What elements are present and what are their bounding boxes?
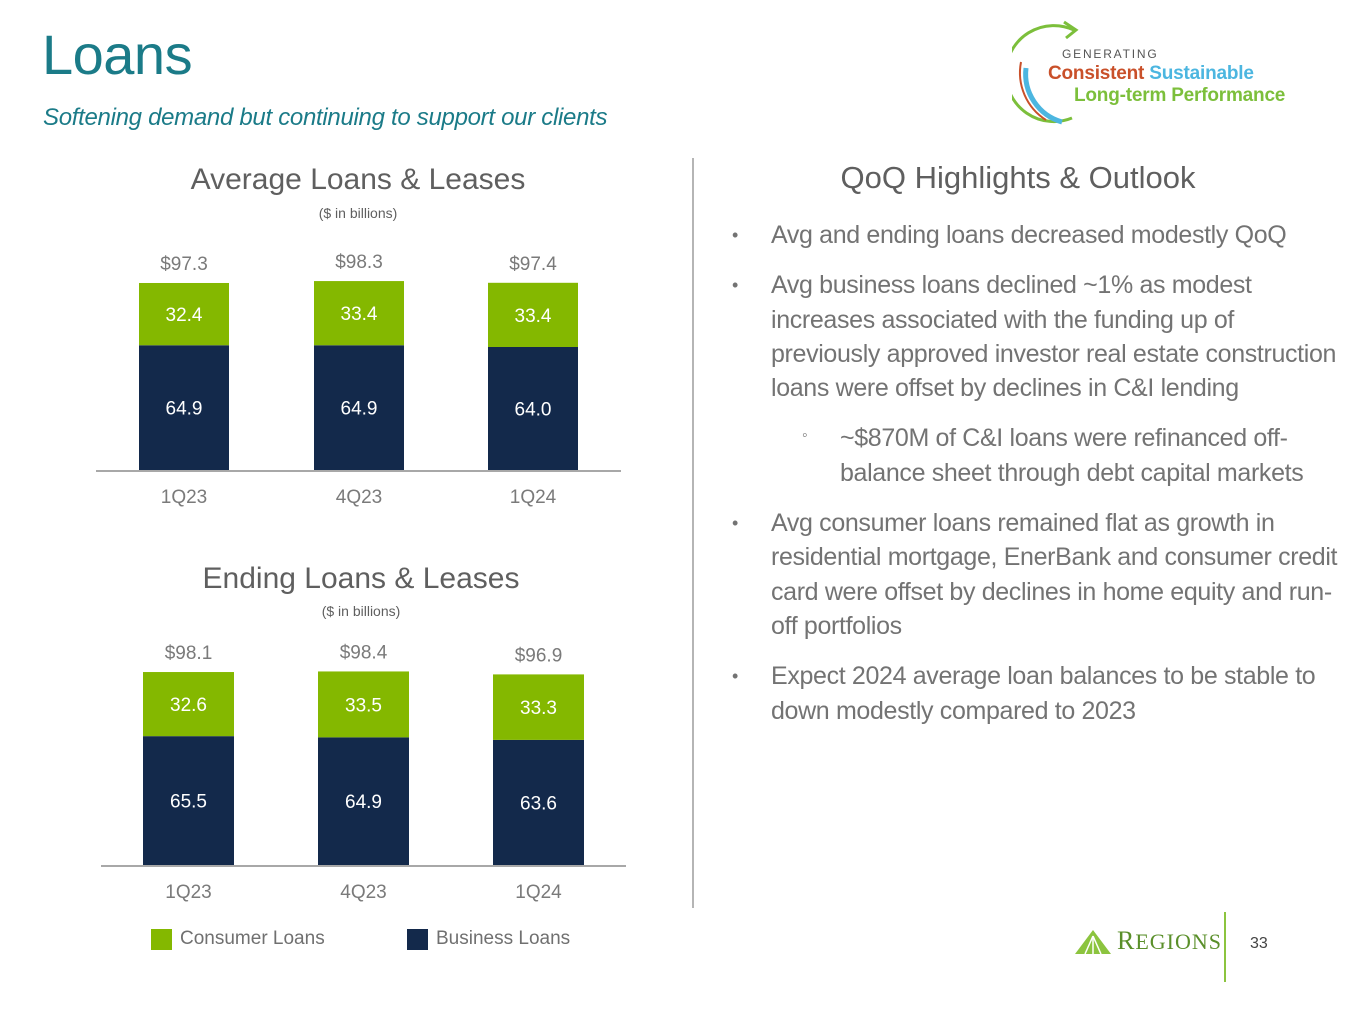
bar-value-label: 33.4 — [515, 306, 552, 327]
highlight-item: • Expect 2024 average loan balances to b… — [730, 659, 1340, 728]
bar-segment-consumer-loans — [143, 672, 234, 737]
generating-performance-logo: GENERATING Consistent Sustainable Long-t… — [1012, 18, 1332, 128]
regions-pyramid-icon — [1075, 930, 1111, 954]
logo-line-2: Consistent Sustainable — [1048, 63, 1254, 85]
regions-logo: REGIONS — [1075, 926, 1222, 956]
bar-value-label: 63.6 — [520, 793, 557, 814]
legend-consumer-loans: Consumer Loans — [151, 928, 325, 950]
bar-total-label: $98.3 — [335, 252, 383, 273]
chart-subtitle: ($ in billions) — [322, 603, 401, 619]
highlight-text: ~$870M of C&I loans were refinanced off-… — [840, 424, 1304, 487]
bar-value-label: 64.9 — [345, 792, 382, 813]
bar-segment-business-loans — [143, 736, 234, 865]
legend-business-loans: Business Loans — [407, 928, 570, 950]
bar-total-label: $97.3 — [160, 254, 208, 275]
bullet-icon: • — [732, 666, 738, 687]
bar-value-label: 32.4 — [166, 305, 203, 326]
x-tick-label: 1Q24 — [510, 487, 557, 508]
chart-title: Average Loans & Leases — [191, 163, 526, 196]
logo-consistent-text: Consistent — [1048, 63, 1145, 84]
legend-swatch-consumer — [151, 928, 172, 950]
regions-wordmark: REGIONS — [1117, 926, 1223, 955]
bar-segment-consumer-loans — [488, 282, 578, 347]
bar-segment-consumer-loans — [139, 282, 229, 346]
vertical-divider — [692, 158, 694, 908]
highlight-text: Avg consumer loans remained flat as grow… — [771, 509, 1338, 640]
bar-value-label: 33.5 — [345, 695, 382, 716]
bar-segment-business-loans — [139, 345, 229, 470]
page-number: 33 — [1250, 935, 1268, 952]
average-loans-chart: Average Loans & Leases ($ in billions) 64.… — [96, 163, 621, 508]
legend-label-business: Business Loans — [436, 928, 571, 949]
bar-segment-business-loans — [488, 346, 578, 470]
bar-total-label: $98.1 — [165, 643, 213, 664]
footer-divider — [1224, 912, 1226, 982]
bar-value-label: 64.9 — [166, 399, 203, 420]
bar-value-label: 32.6 — [170, 695, 207, 716]
highlight-item: • Avg and ending loans decreased modestl… — [730, 218, 1340, 252]
bar-total-label: $98.4 — [340, 642, 388, 663]
highlights-list: • Avg and ending loans decreased modestl… — [730, 218, 1340, 744]
bar-total-label: $96.9 — [515, 645, 563, 666]
bar-value-label: 65.5 — [170, 792, 207, 813]
bar-segment-consumer-loans — [493, 674, 584, 740]
bar-segment-business-loans — [493, 739, 584, 865]
highlight-text: Avg business loans declined ~1% as modes… — [771, 271, 1337, 403]
highlight-sub-item: ◦ ~$870M of C&I loans were refinanced of… — [730, 421, 1340, 490]
bar-total-label: $97.4 — [509, 254, 557, 275]
legend-swatch-business — [407, 928, 428, 950]
logo-longterm-text: Long-term Performance — [1074, 85, 1286, 106]
highlight-text: Expect 2024 average loan balances to be … — [771, 662, 1316, 725]
highlight-item: • Avg business loans declined ~1% as mod… — [730, 268, 1340, 405]
x-tick-label: 1Q23 — [161, 487, 207, 508]
bar-segment-business-loans — [318, 737, 409, 865]
bullet-icon: • — [732, 275, 738, 296]
logo-sustainable-text: Sustainable — [1149, 63, 1254, 84]
bar-segment-business-loans — [314, 345, 404, 470]
logo-generating-text: GENERATING — [1062, 47, 1159, 61]
x-tick-label: 4Q23 — [340, 882, 386, 903]
bar-segment-consumer-loans — [314, 281, 404, 346]
highlight-item: • Avg consumer loans remained flat as gr… — [730, 506, 1340, 643]
page-subtitle: Softening demand but continuing to suppo… — [43, 104, 608, 131]
bar-value-label: 64.9 — [341, 399, 378, 420]
x-tick-label: 1Q23 — [165, 882, 211, 903]
bullet-icon: • — [732, 513, 738, 534]
page-title: Loans — [42, 23, 193, 86]
bar-value-label: 33.4 — [341, 304, 378, 325]
legend-label-consumer: Consumer Loans — [180, 928, 325, 949]
bullet-icon: • — [732, 225, 738, 245]
chart-subtitle: ($ in billions) — [319, 205, 398, 221]
highlight-text: Avg and ending loans decreased modestly … — [771, 221, 1287, 249]
highlights-title: QoQ Highlights & Outlook — [840, 160, 1196, 195]
chart-title: Ending Loans & Leases — [203, 562, 520, 595]
bar-value-label: 64.0 — [515, 399, 552, 420]
sub-bullet-icon: ◦ — [802, 427, 808, 445]
x-tick-label: 1Q24 — [515, 882, 562, 903]
bar-segment-consumer-loans — [318, 671, 409, 738]
x-tick-label: 4Q23 — [336, 487, 382, 508]
circular-arrow-icon — [1012, 20, 1079, 125]
ending-loans-chart: Ending Loans & Leases ($ in billions) 65.5… — [101, 562, 626, 903]
bar-value-label: 33.3 — [520, 698, 557, 719]
